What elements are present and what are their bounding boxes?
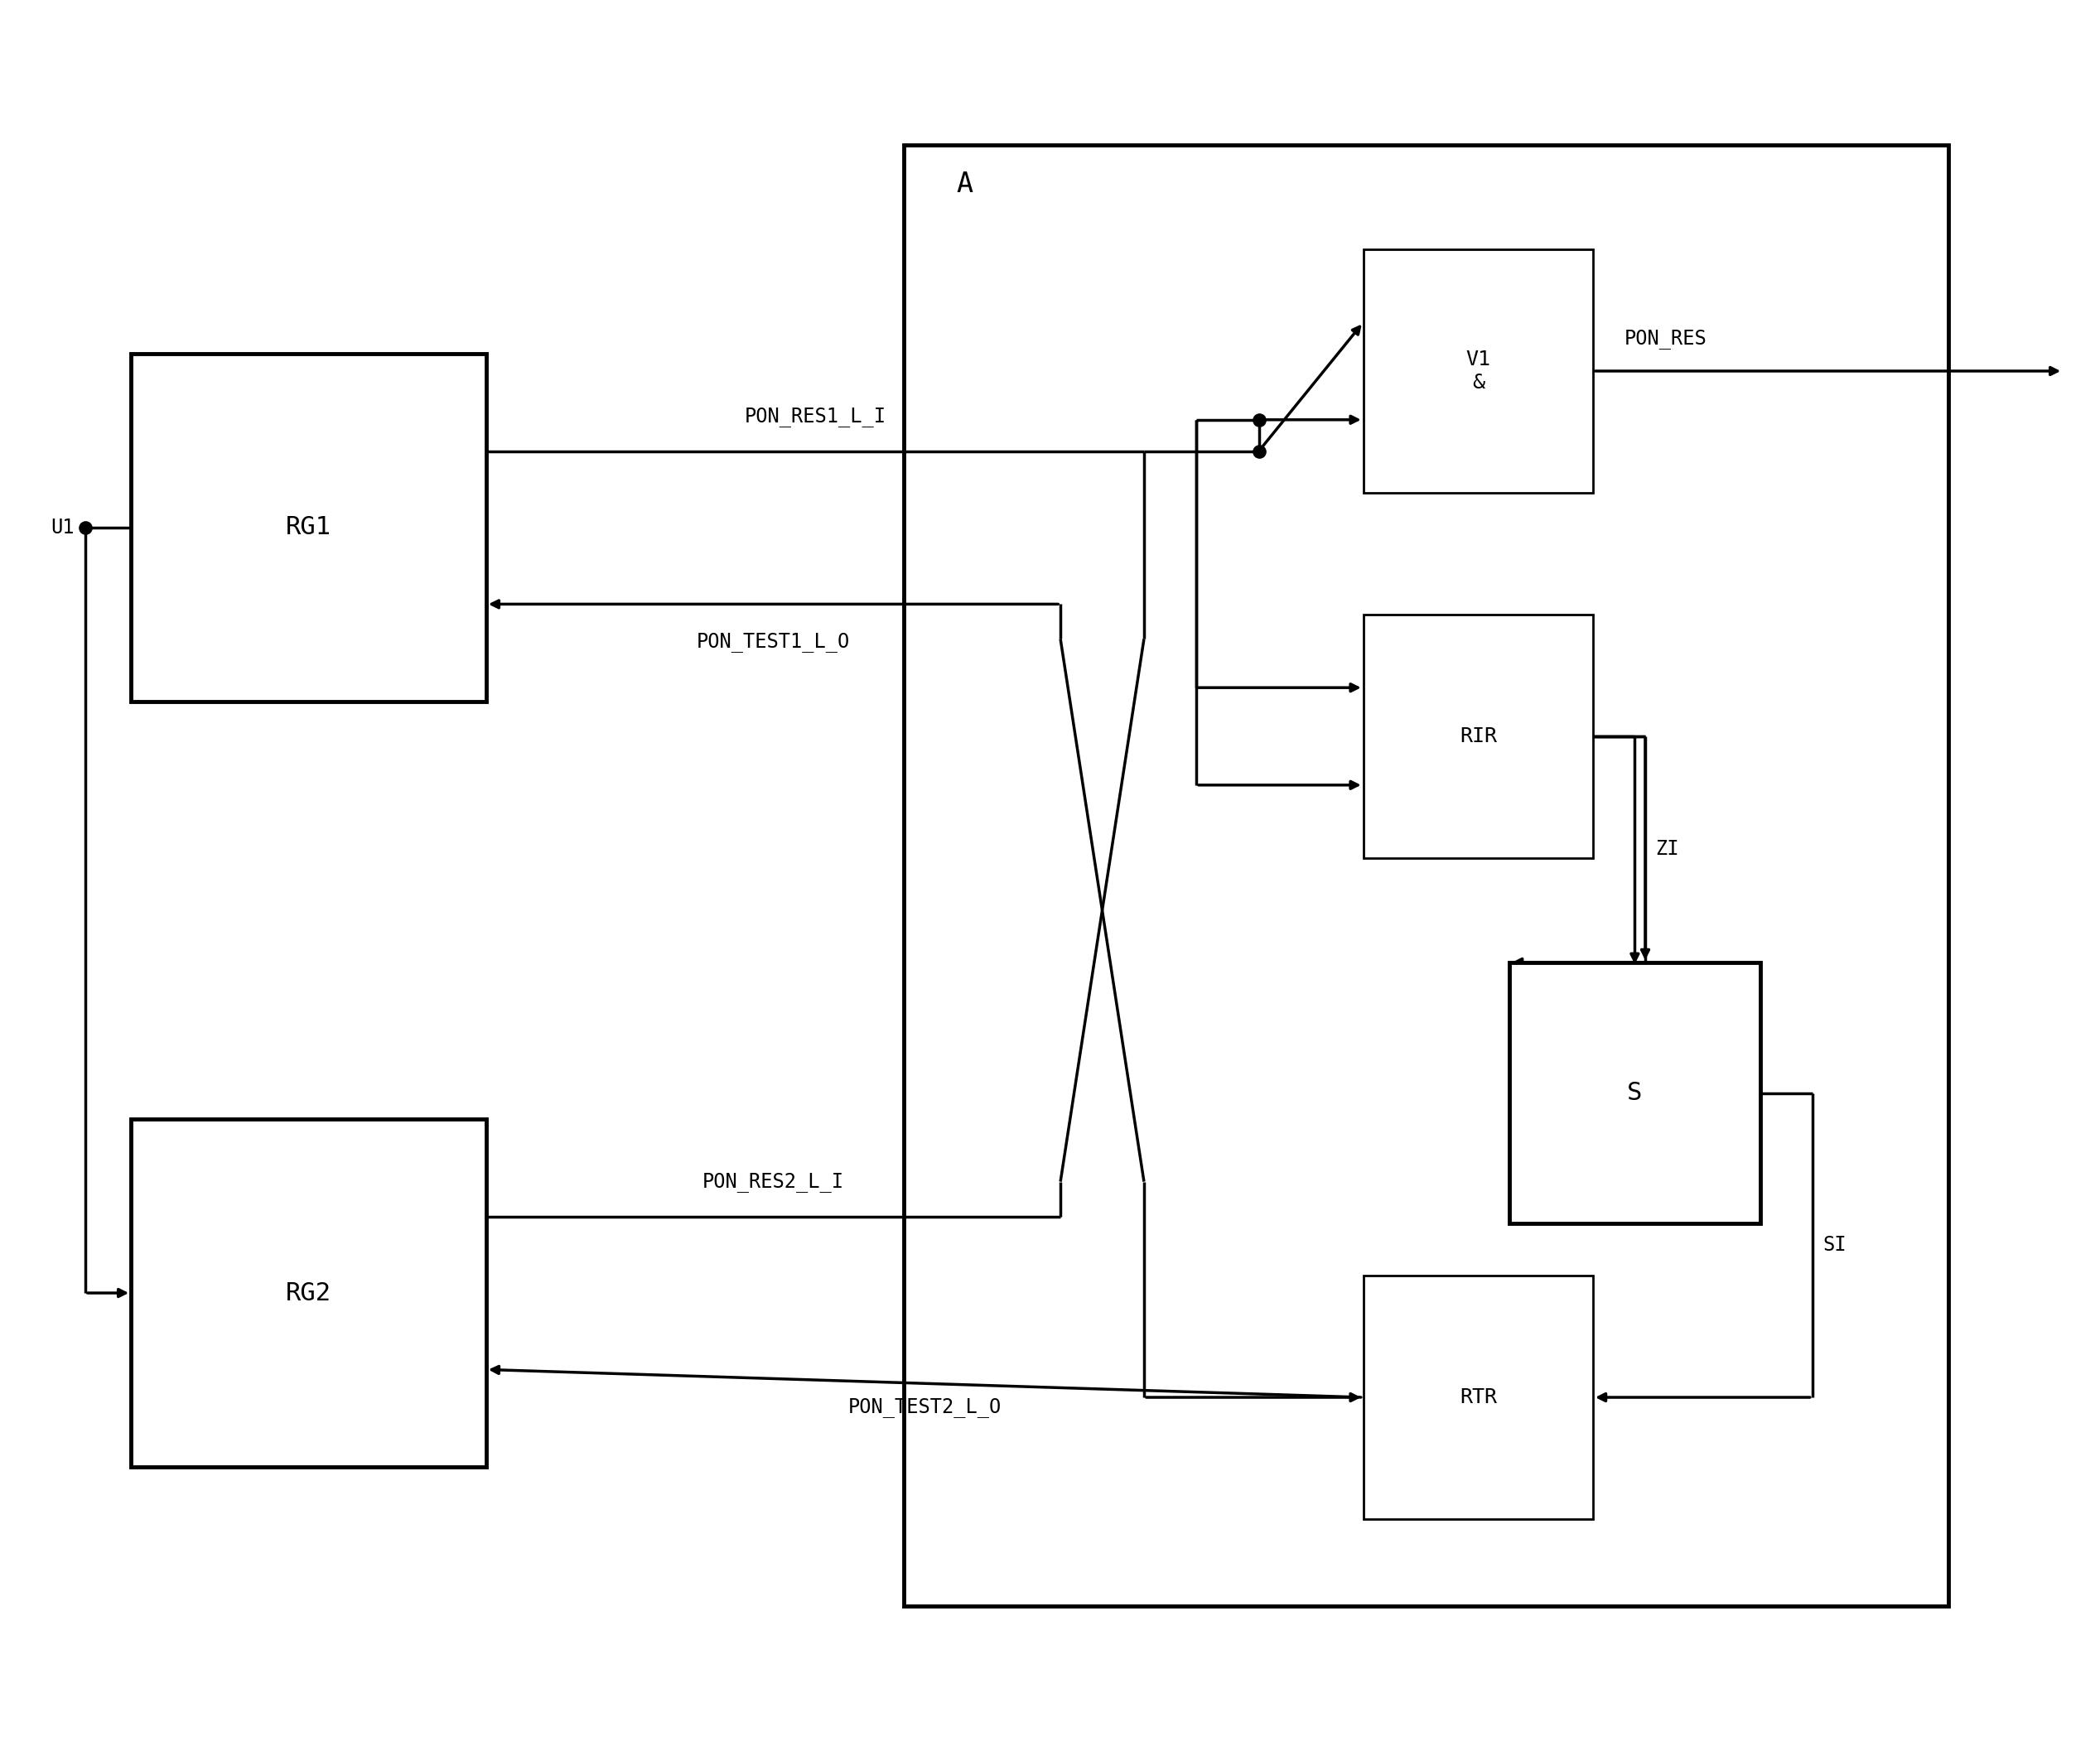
Text: RIR: RIR (1459, 727, 1497, 746)
Point (1241, 406, 1275, 434)
FancyBboxPatch shape (1363, 615, 1594, 858)
FancyBboxPatch shape (1363, 249, 1594, 492)
Text: RG1: RG1 (286, 515, 332, 539)
FancyBboxPatch shape (130, 1119, 485, 1467)
FancyBboxPatch shape (1363, 1275, 1594, 1520)
Text: U1: U1 (50, 518, 76, 538)
Text: ZI: ZI (1655, 839, 1680, 860)
Text: A: A (956, 172, 972, 198)
Point (1241, 438, 1275, 466)
Text: SI: SI (1823, 1234, 1846, 1255)
FancyBboxPatch shape (903, 145, 1949, 1606)
FancyBboxPatch shape (1510, 963, 1760, 1224)
Text: PON_RES2_L_I: PON_RES2_L_I (701, 1171, 844, 1192)
Text: RTR: RTR (1459, 1387, 1497, 1408)
Text: RG2: RG2 (286, 1282, 332, 1304)
FancyBboxPatch shape (130, 354, 485, 702)
Text: PON_TEST2_L_O: PON_TEST2_L_O (848, 1397, 1002, 1417)
Text: PON_RES1_L_I: PON_RES1_L_I (743, 406, 886, 427)
Point (69, 513, 103, 541)
Text: V1
&: V1 & (1466, 350, 1491, 392)
Text: PON_RES: PON_RES (1623, 329, 1707, 348)
Text: S: S (1628, 1080, 1642, 1105)
Text: PON_TEST1_L_O: PON_TEST1_L_O (697, 632, 850, 651)
